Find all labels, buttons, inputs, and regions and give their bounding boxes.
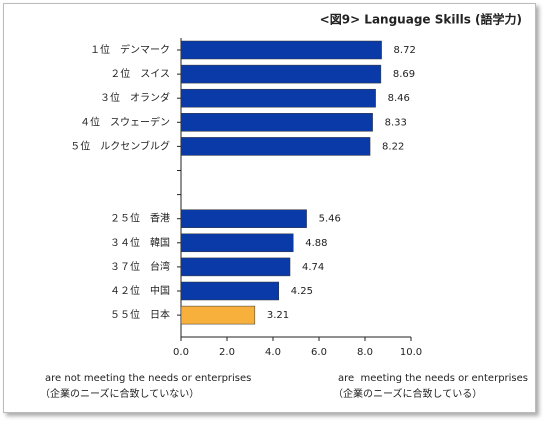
annotation-sub: （企業のニーズに合致していない） [40, 387, 199, 400]
annotation: are meeting the needs or enterprises [338, 373, 528, 384]
bar [180, 257, 291, 277]
value-label: 8.69 [393, 69, 415, 80]
bar [180, 113, 373, 132]
bar [180, 233, 294, 253]
y-tick-label: ４２位 中国 [110, 284, 170, 297]
x-tick-label: 0.0 [173, 347, 189, 358]
chart-title: <図9> Language Skills (語学力) [320, 12, 522, 27]
x-tick-label: 6.0 [311, 347, 327, 358]
bar [180, 64, 382, 84]
value-label: 4.74 [302, 262, 324, 273]
bar [180, 281, 279, 301]
value-label: 3.21 [267, 310, 289, 321]
x-tick-label: 10.0 [400, 347, 422, 358]
value-label: 8.46 [388, 93, 410, 104]
value-label: 4.88 [305, 238, 327, 249]
y-tick-label: ３７位 台湾 [110, 260, 170, 273]
bar [180, 137, 371, 156]
x-tick-label: 2.0 [219, 347, 235, 358]
bar [180, 40, 382, 60]
value-label: 8.33 [385, 117, 407, 128]
annotation-sub: （企業のニーズに合致している） [333, 387, 482, 400]
bar [180, 305, 256, 325]
x-tick-label: 4.0 [265, 347, 281, 358]
y-tick-label: ５位 ルクセンブルグ [70, 139, 170, 152]
y-tick-label: ２５位 香港 [110, 212, 170, 225]
y-tick-label: ５５位 日本 [110, 308, 170, 321]
y-tick-label: ３４位 韓国 [110, 236, 170, 249]
x-tick-label: 8.0 [357, 347, 373, 358]
value-label: 5.46 [319, 214, 341, 225]
y-tick-label: １位 デンマーク [90, 43, 170, 56]
bar [180, 88, 376, 108]
value-label: 4.25 [291, 286, 313, 297]
annotation: are not meeting the needs or enterprises [45, 373, 251, 384]
y-tick-label: ２位 スイス [110, 67, 170, 80]
y-tick-label: ３位 オランダ [100, 91, 170, 104]
bar [180, 209, 307, 228]
value-label: 8.72 [394, 45, 416, 56]
y-tick-label: ４位 スウェーデン [80, 115, 170, 128]
value-label: 8.22 [382, 141, 404, 152]
